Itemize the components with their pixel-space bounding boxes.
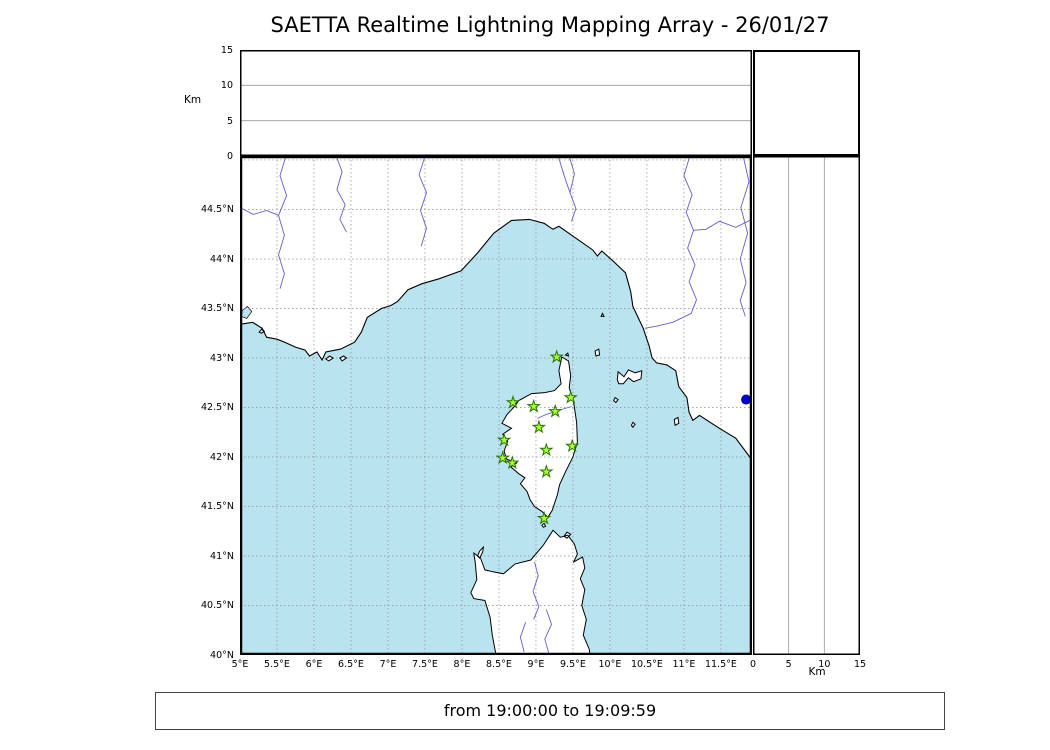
river [644, 156, 697, 329]
alt-tick-label-right: 0 [749, 659, 757, 670]
sea-area [240, 219, 752, 655]
island-outline-frioul [258, 328, 266, 334]
station-marker [547, 403, 563, 418]
lon-tick-label: 7°E [379, 659, 397, 670]
lat-tick-label: 40°N [210, 650, 234, 661]
altitude-vs-latitude-panel [753, 156, 860, 655]
island-outline-montecristo [630, 421, 636, 429]
river [532, 561, 540, 620]
river [739, 156, 750, 317]
lon-tick-label: 7.5°E [412, 659, 438, 670]
alt-tick-label-left: 0 [226, 151, 233, 162]
station-marker [536, 510, 552, 525]
island-outline-giraglia [564, 352, 570, 357]
map-panel [240, 156, 752, 655]
river [568, 156, 577, 222]
altitude-axis-unit-left: Km [184, 94, 202, 106]
map-border [240, 156, 752, 655]
station-marker [539, 464, 554, 479]
station-marker [526, 398, 541, 413]
river [519, 622, 527, 653]
river [693, 218, 752, 231]
island-outline-giglio [673, 416, 680, 427]
alt-tick-label-left: 5 [226, 115, 233, 127]
lat-tick-label: 42.5°N [200, 402, 234, 414]
island-outline-maddalena [563, 531, 572, 539]
island-corsica [501, 357, 578, 518]
lat-tick-label: 42°N [210, 451, 234, 463]
lon-tick-label: 11°E [672, 659, 696, 670]
island-outline-porquerolles [324, 355, 335, 362]
island-outline-port-cros [339, 355, 348, 362]
island-asinara [477, 547, 484, 558]
time-range-text: from 19:00:00 to 19:09:59 [443, 701, 657, 720]
lat-tick-label: 44.5°N [200, 204, 234, 216]
river [240, 207, 279, 216]
lon-tick-label: 9°E [527, 659, 545, 670]
station-marker [495, 450, 510, 465]
island-sardinia [470, 530, 590, 655]
lon-tick-label: 8.5°E [486, 659, 512, 670]
lon-tick-label: 6.5°E [338, 659, 364, 670]
lon-tick-label: 5°E [231, 659, 249, 670]
lon-tick-label: 5.5°E [264, 659, 290, 670]
lon-tick-label: 9.5°E [560, 659, 586, 670]
alt-tick-label-left: 15 [220, 45, 233, 56]
alt-tick-label-right: 5 [785, 659, 792, 670]
lon-tick-label: 11.5°E [704, 659, 737, 670]
island-outline-elba [616, 369, 643, 385]
island-outline-gorgona [600, 312, 605, 317]
corner-panel [753, 50, 860, 156]
island-outline-lavezzi [541, 522, 547, 528]
lat-tick-label: 41.5°N [200, 501, 234, 513]
alt-tick-label-left: 10 [220, 80, 233, 92]
lat-tick-label: 44°N [210, 253, 234, 265]
station-marker [531, 419, 547, 434]
station-marker [496, 432, 512, 447]
lon-tick-label: 6°E [305, 659, 323, 670]
island-giglio [674, 417, 679, 426]
station-marker [505, 455, 520, 470]
river [335, 156, 347, 233]
lon-tick-label: 10°E [598, 659, 622, 670]
island-outline-capraia [594, 348, 601, 357]
station-marker [539, 442, 554, 457]
lat-tick-label: 41°N [210, 550, 234, 562]
altitude-vs-longitude-panel [240, 50, 752, 156]
event-dot [741, 394, 752, 405]
island-outline-pianosa [612, 396, 619, 404]
lon-tick-label: 10.5°E [630, 659, 663, 670]
alt-tick-label-right: 10 [818, 659, 831, 670]
river [537, 406, 572, 419]
lon-tick-label: 8°E [453, 659, 471, 670]
lat-tick-label: 43°N [210, 352, 234, 364]
panel-border [753, 156, 860, 655]
lat-tick-label: 43.5°N [200, 303, 234, 315]
station-marker [564, 438, 580, 453]
lat-tick-label: 40.5°N [200, 600, 234, 612]
river [278, 156, 288, 289]
station-marker [563, 390, 578, 404]
lagoon [241, 306, 253, 319]
river [544, 609, 552, 655]
altitude-axis-unit-right: Km [808, 666, 826, 678]
river [418, 156, 427, 247]
time-range-status: from 19:00:00 to 19:09:59 [155, 692, 945, 730]
alt-tick-label-right: 15 [853, 659, 867, 670]
panel-border [240, 50, 752, 156]
island-outline-asinara [476, 545, 485, 559]
mainland-coastline [240, 218, 752, 461]
station-marker [549, 349, 564, 364]
page-title: SAETTA Realtime Lightning Mapping Array … [270, 13, 830, 37]
island-elba [617, 369, 642, 384]
island-outline-sardinia [470, 529, 591, 655]
station-marker [505, 394, 521, 409]
river [557, 156, 571, 193]
